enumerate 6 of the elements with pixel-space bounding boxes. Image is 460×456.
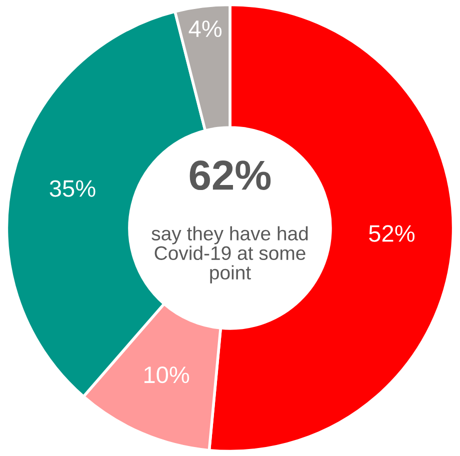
text: 62% [190,160,271,190]
data-label: 10% [144,366,190,384]
data-label: 35% [50,180,96,197]
data-label: 52% [369,225,415,242]
text: say they have had Covid-19 at some point [152,226,308,284]
data-label: 4% [188,20,222,38]
